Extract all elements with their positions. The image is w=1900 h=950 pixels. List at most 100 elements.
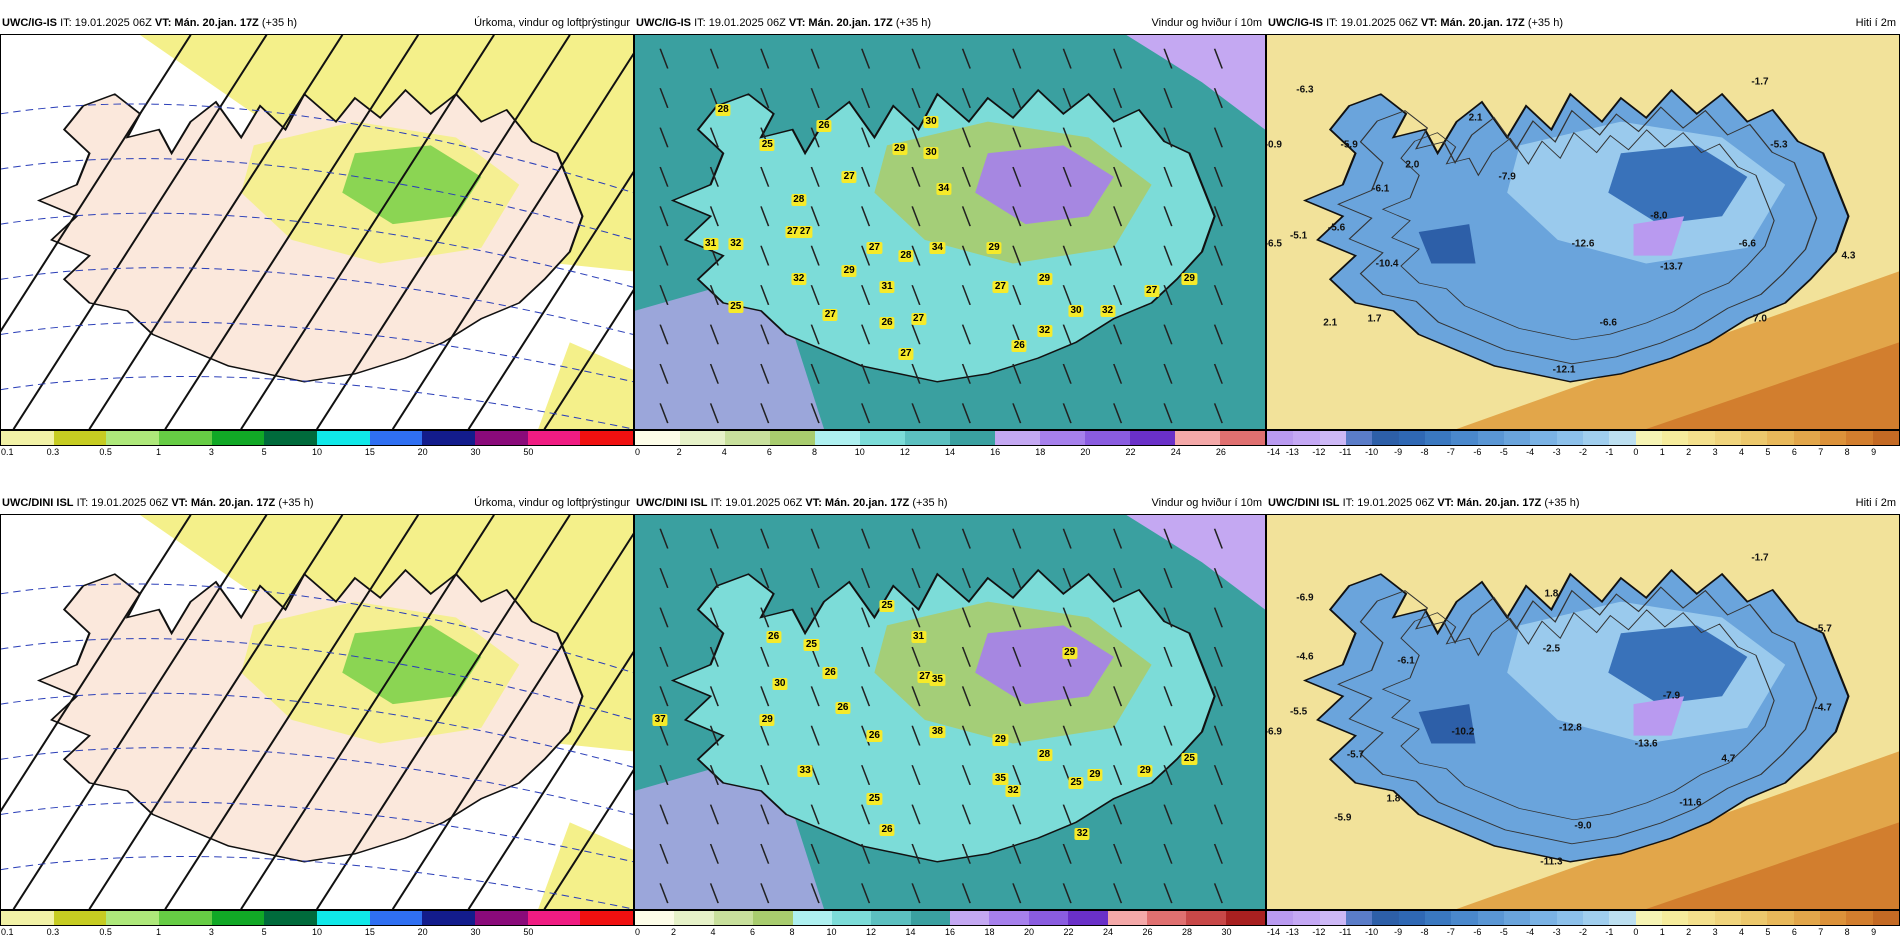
wind-arrow <box>709 883 719 904</box>
colorbar-swatch <box>1582 431 1610 445</box>
temperature-value-label: -6.6 <box>1738 238 1756 250</box>
colorbar-tick-label: 3 <box>208 447 214 457</box>
product-title: Hiti í 2m <box>1855 17 1896 29</box>
wind-arrow <box>760 843 770 864</box>
isobar <box>467 171 633 429</box>
colorbar <box>634 430 1266 446</box>
gust-value-label: 26 <box>879 316 895 329</box>
colorbar-swatch <box>1451 911 1478 925</box>
wind-arrow <box>810 88 820 109</box>
colorbar-swatch <box>1319 911 1346 925</box>
wind-arrow <box>961 765 971 786</box>
wind-arrow <box>760 48 770 69</box>
wind-arrow <box>1163 88 1173 109</box>
temperature-contour <box>1 801 633 863</box>
temperature-value-label: -5.3 <box>1770 139 1788 151</box>
wind-arrow <box>659 285 669 306</box>
gust-value-label: 32 <box>1099 304 1116 317</box>
colorbar-swatch <box>159 431 212 445</box>
isobar <box>315 515 571 909</box>
wind-arrow <box>760 725 770 746</box>
wind-arrow <box>1062 88 1072 109</box>
colorbar-tick-label: 4 <box>1738 927 1745 937</box>
colorbar-swatch <box>680 431 725 445</box>
map-canvas <box>1 35 633 429</box>
lead-time: (+35 h) <box>278 497 314 509</box>
temperature-contour <box>1 103 633 194</box>
isobar <box>467 651 633 909</box>
wind-arrow <box>861 686 871 707</box>
gust-value-label: 28 <box>898 249 914 262</box>
colorbar-swatch <box>1 431 54 445</box>
colorbar-tick-label: 0 <box>635 447 641 457</box>
wind-arrow <box>861 607 871 628</box>
wind-arrow <box>709 48 719 69</box>
colorbar-tick-label: -5 <box>1499 927 1508 937</box>
colorbar-swatch <box>1819 431 1847 445</box>
wind-arrow <box>1213 363 1223 384</box>
wind-arrow <box>1213 127 1223 148</box>
colorbar-swatch <box>1714 431 1741 445</box>
gust-value-label: 28 <box>791 194 807 207</box>
valid-time: VT: Mán. 20.jan. 17Z <box>1437 497 1542 509</box>
panel-header: UWC/DINI ISL IT: 19.01.2025 06Z VT: Mán.… <box>0 492 634 514</box>
colorbar-swatch <box>910 911 950 925</box>
product-title: Úrkoma, vindur og loftþrýstingur <box>474 17 630 29</box>
wind-arrow <box>1012 88 1022 109</box>
colorbar-tick-label: -2 <box>1578 927 1588 937</box>
product-title: Vindur og hviður í 10m <box>1151 497 1262 509</box>
colorbar-tick-label: -11 <box>1339 447 1352 457</box>
temperature-value-label: -5.7 <box>1814 623 1832 635</box>
colorbar-tick-label: 16 <box>944 927 956 937</box>
colorbar-swatch <box>475 911 528 925</box>
colorbar-tick-label: 8 <box>1844 927 1850 937</box>
temperature-value-label: -4.7 <box>1814 702 1832 714</box>
colorbar-tick-label: -14 <box>1267 927 1281 937</box>
product-title: Vindur og hviður í 10m <box>1151 17 1262 29</box>
wind-arrow <box>961 48 971 69</box>
wind-arrow <box>709 166 719 187</box>
colorbar-swatch <box>1872 431 1899 445</box>
temperature-value-label: -11.3 <box>1540 856 1563 868</box>
run-info: UWC/DINI ISL IT: 19.01.2025 06Z VT: Mán.… <box>1268 492 1580 514</box>
wind-arrow <box>961 127 971 148</box>
wind-arrow <box>1113 843 1123 864</box>
wind-arrow <box>1163 765 1173 786</box>
field-shade <box>975 625 1114 705</box>
wind-arrow <box>709 568 719 589</box>
colorbar-tick-label: 8 <box>1844 447 1850 457</box>
colorbar-swatch <box>1740 911 1768 925</box>
colorbar-tick-label: -3 <box>1552 927 1561 937</box>
colorbar-swatch <box>1186 911 1226 925</box>
wind-arrow <box>810 285 820 306</box>
colorbar-swatch <box>106 431 160 445</box>
wind-arrow <box>1012 127 1022 148</box>
colorbar-swatch <box>674 911 714 925</box>
wind-arrow <box>810 48 820 69</box>
colorbar-tick-label: -5 <box>1499 447 1508 457</box>
field-shade <box>975 145 1114 225</box>
wind-arrow <box>861 883 871 904</box>
wind-arrow <box>709 403 719 424</box>
wind-arrow <box>961 528 971 549</box>
wind-arrow <box>659 127 669 148</box>
colorbar-tick-label: -14 <box>1267 447 1281 457</box>
wind-arrow <box>760 88 770 109</box>
wind-arrow <box>1113 804 1123 825</box>
colorbar-swatch <box>950 911 990 925</box>
wind-arrow <box>709 127 719 148</box>
colorbar-swatch <box>753 911 793 925</box>
wind-arrow <box>1113 883 1123 904</box>
wind-arrow <box>709 206 719 227</box>
colorbar-tick-label: -7 <box>1446 447 1455 457</box>
wind-arrow <box>760 568 770 589</box>
wind-arrow <box>861 285 871 306</box>
wind-arrow <box>911 166 921 187</box>
wind-arrow <box>961 568 971 589</box>
run-info: UWC/IG-IS IT: 19.01.2025 06Z VT: Mán. 20… <box>636 12 931 34</box>
temperature-value-label: -5.9 <box>1334 812 1352 824</box>
temperature-value-label: -5.6 <box>1327 222 1346 234</box>
wind-arrow <box>760 324 770 345</box>
colorbar-tick-label: 5 <box>1765 447 1771 457</box>
wind-arrow <box>1113 686 1123 707</box>
